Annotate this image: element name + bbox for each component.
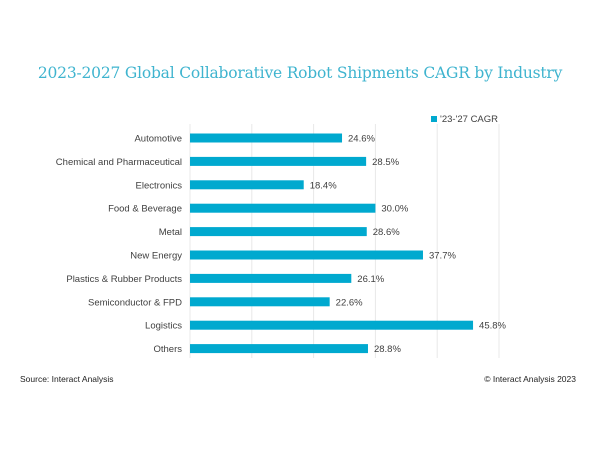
- value-label: 30.0%: [381, 204, 408, 215]
- bar: [190, 250, 423, 260]
- bar: [190, 273, 352, 283]
- category-label: Others: [153, 344, 182, 355]
- value-label: 28.8%: [374, 344, 401, 355]
- value-label: 28.6%: [373, 227, 400, 238]
- legend-label: '23-'27 CAGR: [440, 114, 498, 125]
- copyright-note: © Interact Analysis 2023: [484, 374, 576, 384]
- bar: [190, 180, 304, 190]
- category-labels: Automotive Chemical and Pharmaceutical Ele…: [56, 134, 182, 356]
- legend: '23-'27 CAGR: [431, 114, 498, 125]
- category-label: Food & Beverage: [108, 204, 182, 215]
- category-label: Plastics & Rubber Products: [66, 274, 182, 285]
- bar: [190, 320, 474, 330]
- bar: [190, 227, 367, 237]
- value-labels: 24.6% 28.5% 18.4% 30.0% 28.6% 37.7% 26.1% 22.6%…: [310, 134, 507, 356]
- value-label: 18.4%: [310, 180, 337, 191]
- bar: [190, 133, 343, 143]
- source-note: Source: Interact Analysis: [20, 374, 114, 384]
- category-label: Logistics: [145, 321, 182, 332]
- bar: [190, 297, 330, 307]
- category-label: Chemical and Pharmaceutical: [56, 157, 182, 168]
- bar: [190, 203, 376, 213]
- chart-title: 2023-2027 Global Collaborative Robot Shi…: [37, 64, 563, 82]
- category-label: Semiconductor & FPD: [88, 297, 182, 308]
- gridlines: [189, 124, 500, 358]
- value-label: 37.7%: [429, 251, 456, 262]
- category-label: New Energy: [130, 251, 182, 262]
- category-label: Automotive: [134, 134, 182, 145]
- value-label: 22.6%: [336, 297, 363, 308]
- value-label: 26.1%: [357, 274, 384, 285]
- bar: [190, 344, 368, 354]
- value-label: 28.5%: [372, 157, 399, 168]
- bars: [190, 133, 474, 354]
- bar: [190, 156, 367, 166]
- legend-swatch: [431, 116, 437, 122]
- category-label: Metal: [159, 227, 182, 238]
- value-label: 45.8%: [479, 321, 506, 332]
- value-label: 24.6%: [348, 134, 375, 145]
- category-label: Electronics: [136, 180, 183, 191]
